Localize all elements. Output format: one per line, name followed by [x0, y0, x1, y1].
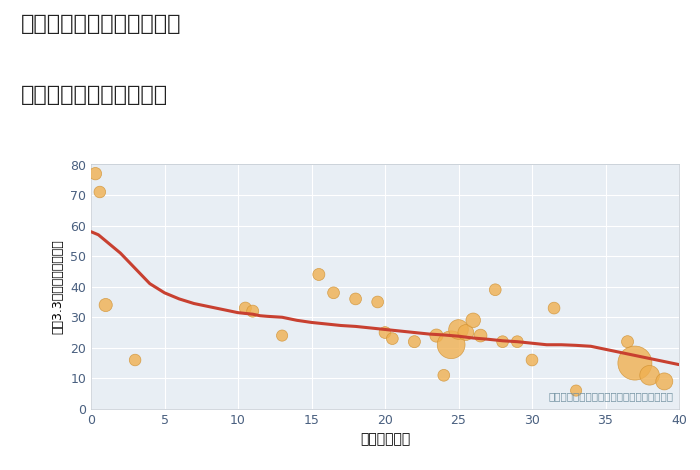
Point [100, 301, 111, 309]
Point [497, 338, 508, 345]
Point [438, 371, 449, 379]
Point [475, 332, 486, 339]
Point [386, 335, 398, 342]
Point [659, 378, 670, 385]
Point [570, 387, 582, 394]
Point [512, 338, 523, 345]
Point [468, 317, 479, 324]
Point [453, 326, 464, 333]
Point [431, 332, 442, 339]
Point [622, 338, 634, 345]
Point [379, 329, 391, 337]
Point [446, 341, 457, 349]
Point [314, 271, 325, 278]
Point [247, 307, 258, 315]
X-axis label: 築年数（年）: 築年数（年） [360, 432, 410, 446]
Point [276, 332, 288, 339]
Text: 築年数別中古戸建て価格: 築年数別中古戸建て価格 [21, 85, 168, 105]
Point [461, 329, 472, 337]
Point [328, 289, 340, 297]
Point [644, 371, 655, 379]
Point [372, 298, 384, 306]
Point [130, 356, 141, 364]
Point [90, 170, 101, 177]
Point [350, 295, 361, 303]
Point [526, 356, 538, 364]
Y-axis label: 坪（3.3㎡）単価（万円）: 坪（3.3㎡）単価（万円） [52, 239, 64, 334]
Point [490, 286, 501, 293]
Point [239, 305, 251, 312]
Point [409, 338, 420, 345]
Point [94, 188, 106, 196]
Text: 円の大きさは、取引のあった物件面積を示す: 円の大きさは、取引のあった物件面積を示す [548, 392, 673, 401]
Point [629, 359, 641, 367]
Point [549, 305, 560, 312]
Text: 三重県松阪市飯高町宮前の: 三重県松阪市飯高町宮前の [21, 14, 181, 34]
